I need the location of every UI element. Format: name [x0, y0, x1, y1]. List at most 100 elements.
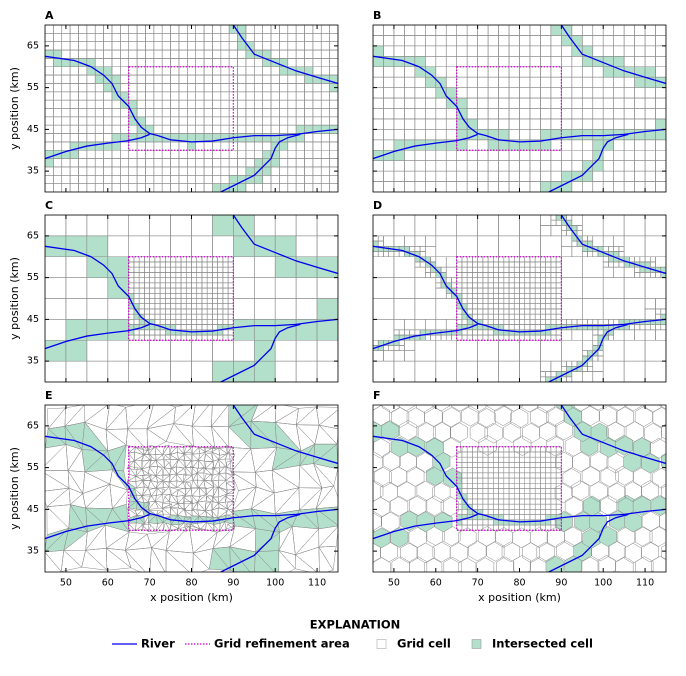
intersected-cell — [644, 261, 651, 268]
grid-cell — [187, 25, 196, 34]
grid-cell — [373, 542, 381, 563]
grid-cell — [170, 487, 180, 496]
river — [373, 513, 478, 540]
grid-cell — [64, 405, 85, 427]
intersected-cell — [529, 519, 536, 526]
panel: B — [372, 9, 667, 193]
grid-cell — [349, 482, 366, 502]
intersected-cell — [86, 235, 109, 258]
intersected-cell — [445, 87, 458, 99]
river — [548, 323, 629, 382]
grid-cell — [245, 25, 255, 34]
intersected-cell — [613, 251, 620, 258]
refinement-area — [456, 66, 562, 151]
intersected-cell — [237, 25, 247, 34]
grid-cell — [486, 405, 505, 412]
grid-cell — [599, 405, 618, 427]
intersected-cell — [245, 166, 255, 176]
plot-area — [45, 215, 338, 382]
grid-cell — [128, 215, 150, 237]
panel-label: B — [373, 9, 381, 22]
grid-cell — [191, 487, 200, 497]
grid-cell — [425, 495, 444, 517]
grid-cell — [45, 25, 54, 34]
y-tick-label: 55 — [27, 272, 39, 283]
intersected-cell — [279, 141, 289, 151]
grid-cell — [404, 25, 416, 36]
grid-cell — [135, 467, 143, 478]
intersected-cell — [69, 149, 79, 159]
intersected-cell — [103, 66, 113, 76]
grid-cell — [164, 453, 173, 460]
grid-cell — [522, 422, 540, 444]
intersected-cell — [253, 360, 276, 382]
grid-cell — [373, 215, 395, 237]
intersected-cell — [571, 129, 583, 141]
intersected-cell — [404, 246, 410, 252]
grid-cell — [212, 25, 222, 34]
grid-cell — [655, 25, 666, 36]
grid-cell — [211, 447, 220, 453]
intersected-cell — [86, 319, 109, 341]
intersected-cell — [220, 133, 230, 143]
grid-cell — [442, 436, 461, 458]
intersected-cell — [183, 516, 192, 524]
x-tick-label: 100 — [266, 578, 284, 589]
intersected-cell — [304, 74, 314, 84]
grid-cell — [217, 507, 229, 519]
grid-cell — [487, 25, 499, 36]
x-tick-label: 80 — [513, 578, 525, 589]
intersected-cell — [393, 56, 405, 68]
intersected-cell — [393, 334, 400, 341]
grid-cell — [545, 435, 564, 457]
intersected-cell — [145, 124, 155, 134]
grid-cell — [554, 482, 573, 504]
river — [220, 513, 301, 572]
grid-cell — [649, 570, 655, 572]
intersected-cell — [461, 503, 468, 510]
river — [560, 25, 666, 85]
river — [373, 133, 478, 160]
grid-cell — [383, 25, 395, 36]
intersected-cell — [373, 529, 375, 542]
intersected-cell — [498, 139, 510, 151]
grid-cell — [613, 25, 625, 36]
grid-cell — [169, 445, 178, 456]
y-tick-label: 55 — [27, 82, 39, 93]
grid-cell — [442, 407, 461, 428]
grid-cell — [655, 97, 666, 109]
grid-cell — [329, 166, 338, 176]
grid-cell — [520, 405, 539, 413]
grid-cell — [655, 139, 666, 151]
intersected-cell — [187, 133, 196, 143]
grid-cell — [670, 435, 686, 455]
intersected-cell — [233, 319, 255, 341]
intersected-cell — [571, 35, 583, 47]
intersected-cell — [212, 360, 234, 382]
intersected-cell — [493, 519, 499, 526]
grid-cell — [316, 360, 338, 382]
grid-cell — [660, 308, 666, 315]
x-tick-label: 90 — [555, 578, 567, 589]
grid-cell — [203, 25, 213, 34]
grid-cell — [390, 495, 409, 517]
river — [220, 323, 301, 382]
y-axis-label: y position (km) — [8, 257, 21, 340]
intersected-cell — [245, 133, 255, 143]
grid-cell — [191, 215, 213, 237]
grid-cell — [161, 25, 171, 34]
grid-cell — [609, 405, 628, 411]
intersected-cell — [262, 166, 272, 176]
grid-cell — [149, 215, 171, 237]
x-tick-label: 60 — [102, 578, 114, 589]
grid-cell — [624, 405, 643, 412]
refinement-area — [128, 256, 234, 341]
intersected-cell — [253, 339, 276, 362]
grid-cell — [134, 509, 144, 516]
x-tick-label: 70 — [144, 578, 156, 589]
intersected-cell — [45, 158, 54, 168]
river — [548, 133, 629, 192]
river — [373, 323, 478, 350]
grid-cell — [406, 407, 425, 429]
